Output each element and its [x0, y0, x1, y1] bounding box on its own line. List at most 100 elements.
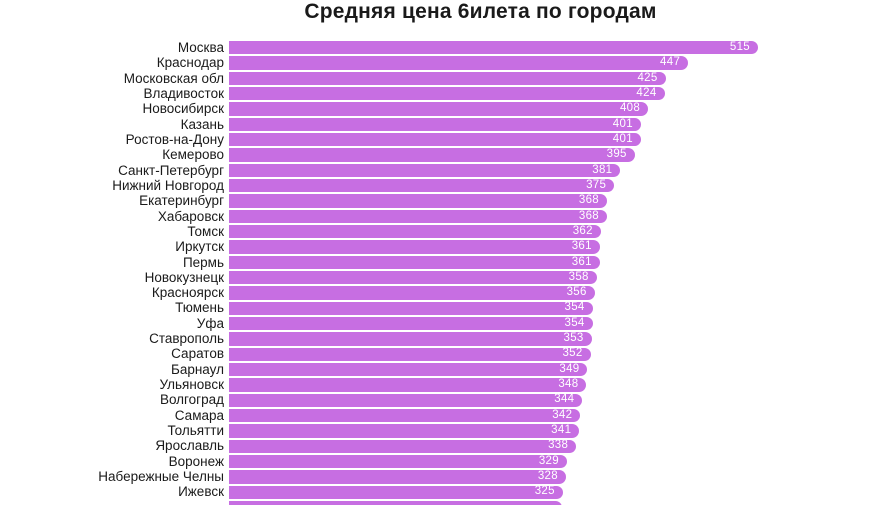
price-bar: 349 [229, 362, 588, 377]
price-bar: 338 [229, 439, 577, 453]
bar-row: Пермь 361 [0, 255, 895, 270]
bar-value-label: 375 [586, 178, 607, 191]
bar-row: Московская обл 425 [0, 71, 895, 86]
bar-row: Ярославль 338 [0, 439, 895, 454]
bar-value-label: 352 [562, 347, 583, 360]
bar-row [0, 500, 895, 505]
bar-row: Москва 515 [0, 40, 895, 55]
bar-value-label: 401 [612, 117, 633, 130]
price-bar: 381 [229, 163, 621, 177]
price-bar: 425 [229, 71, 666, 85]
price-bar: 368 [229, 209, 607, 223]
price-bar: 401 [229, 117, 641, 131]
bar-row: Саратов 352 [0, 347, 895, 362]
city-label: Тольятти [167, 423, 224, 439]
price-bar: 329 [229, 454, 567, 469]
city-label: Ижевск [178, 484, 224, 500]
bar-value-label: 348 [558, 378, 579, 391]
price-bar: 358 [229, 270, 597, 285]
city-label: Ставрополь [149, 331, 224, 347]
city-label: Хабаровск [157, 208, 224, 224]
bar-value-label: 341 [551, 424, 572, 437]
bar-value-label: 328 [537, 470, 558, 483]
price-bar: 348 [229, 378, 587, 392]
bar-row: Тольятти 341 [0, 423, 895, 438]
city-label: Санкт-Петербург [118, 162, 224, 178]
city-label: Красноярск [151, 285, 224, 301]
bar-row: Санкт-Петербург 381 [0, 163, 895, 178]
city-label: Казань [180, 116, 224, 132]
bar-value-label: 325 [534, 485, 555, 498]
city-label: Саратов [171, 346, 224, 362]
bar-row: Хабаровск 368 [0, 209, 895, 224]
price-bar: 361 [229, 240, 600, 254]
bar-chart: Москва 515 Краснодар 447 Московская обл 425 Вл… [0, 40, 895, 505]
bar-row: Ульяновск 348 [0, 377, 895, 392]
bar-row: Нижний Новгород 375 [0, 178, 895, 193]
bar-row: Волгоград 344 [0, 393, 895, 408]
price-bar: 354 [229, 316, 593, 331]
price-bar: 353 [229, 332, 592, 346]
city-label: Тюмень [175, 300, 224, 316]
bar-row: Барнаул 349 [0, 362, 895, 377]
city-label: Нижний Новгород [112, 177, 224, 193]
bar-value-label: 368 [578, 209, 599, 222]
bar-row: Самара 342 [0, 408, 895, 423]
bar-row: Иркутск 361 [0, 239, 895, 254]
bar-value-label: 358 [568, 270, 589, 283]
bar-value-label: 354 [564, 301, 585, 314]
city-label: Ульяновск [159, 377, 224, 393]
city-label: Москва [177, 39, 224, 55]
bar-value-label: 361 [571, 240, 592, 253]
price-bar: 352 [229, 347, 591, 361]
price-bar: 361 [229, 255, 600, 269]
bar-value-label: 362 [572, 224, 593, 237]
city-label: Самара [174, 407, 224, 423]
price-bar: 342 [229, 408, 581, 423]
city-label: Барнаул [170, 361, 224, 377]
city-label: Ярославль [155, 438, 224, 454]
city-label: Иркутск [175, 239, 224, 255]
bar-row: Ростов-на-Дону 401 [0, 132, 895, 147]
price-bar: 375 [229, 178, 615, 193]
bar-row: Уфа 354 [0, 316, 895, 331]
price-bar: 354 [229, 301, 593, 315]
bar-row: Тюмень 354 [0, 301, 895, 316]
bar-value-label: 349 [559, 362, 580, 375]
city-label: Томск [187, 223, 224, 239]
city-label: Краснодар [156, 55, 224, 71]
bar-value-label: 344 [554, 393, 575, 406]
city-label: Новосибирск [142, 101, 224, 117]
city-label: Набережные Челны [98, 469, 224, 485]
price-bar: 362 [229, 224, 601, 239]
bar-value-label: 424 [636, 86, 657, 99]
bar-value-label: 353 [563, 332, 584, 345]
bar-value-label: 447 [660, 56, 681, 69]
bar-row: Томск 362 [0, 224, 895, 239]
bar-value-label: 342 [552, 408, 573, 421]
price-bar: 368 [229, 194, 607, 208]
bar-value-label: 401 [612, 132, 633, 145]
bar-value-label: 361 [571, 255, 592, 268]
bar-row: Екатеринбург 368 [0, 193, 895, 208]
price-bar: 424 [229, 86, 665, 101]
bar-row: Новокузнецк 358 [0, 270, 895, 285]
bar-row: Новосибирск 408 [0, 101, 895, 116]
bar-value-label: 395 [606, 148, 627, 161]
bar-value-label: 356 [566, 286, 587, 299]
bar-row: Красноярск 356 [0, 285, 895, 300]
bar-value-label: 368 [578, 194, 599, 207]
city-label: Уфа [196, 315, 224, 331]
bar-value-label: 408 [619, 102, 641, 115]
city-label: Кемерово [162, 147, 224, 163]
bar-row: Набережные Челны 328 [0, 469, 895, 484]
price-bar: 356 [229, 286, 595, 300]
bar-value-label: 381 [592, 163, 613, 176]
chart-title: Средняя цена 6илета по городам [304, 0, 657, 23]
bar-row: Краснодар 447 [0, 55, 895, 70]
price-bar: 341 [229, 424, 580, 438]
bar-row: Ижевск 325 [0, 485, 895, 500]
city-label: Ростов-на-Дону [125, 131, 224, 147]
bar-row: Воронеж 329 [0, 454, 895, 469]
